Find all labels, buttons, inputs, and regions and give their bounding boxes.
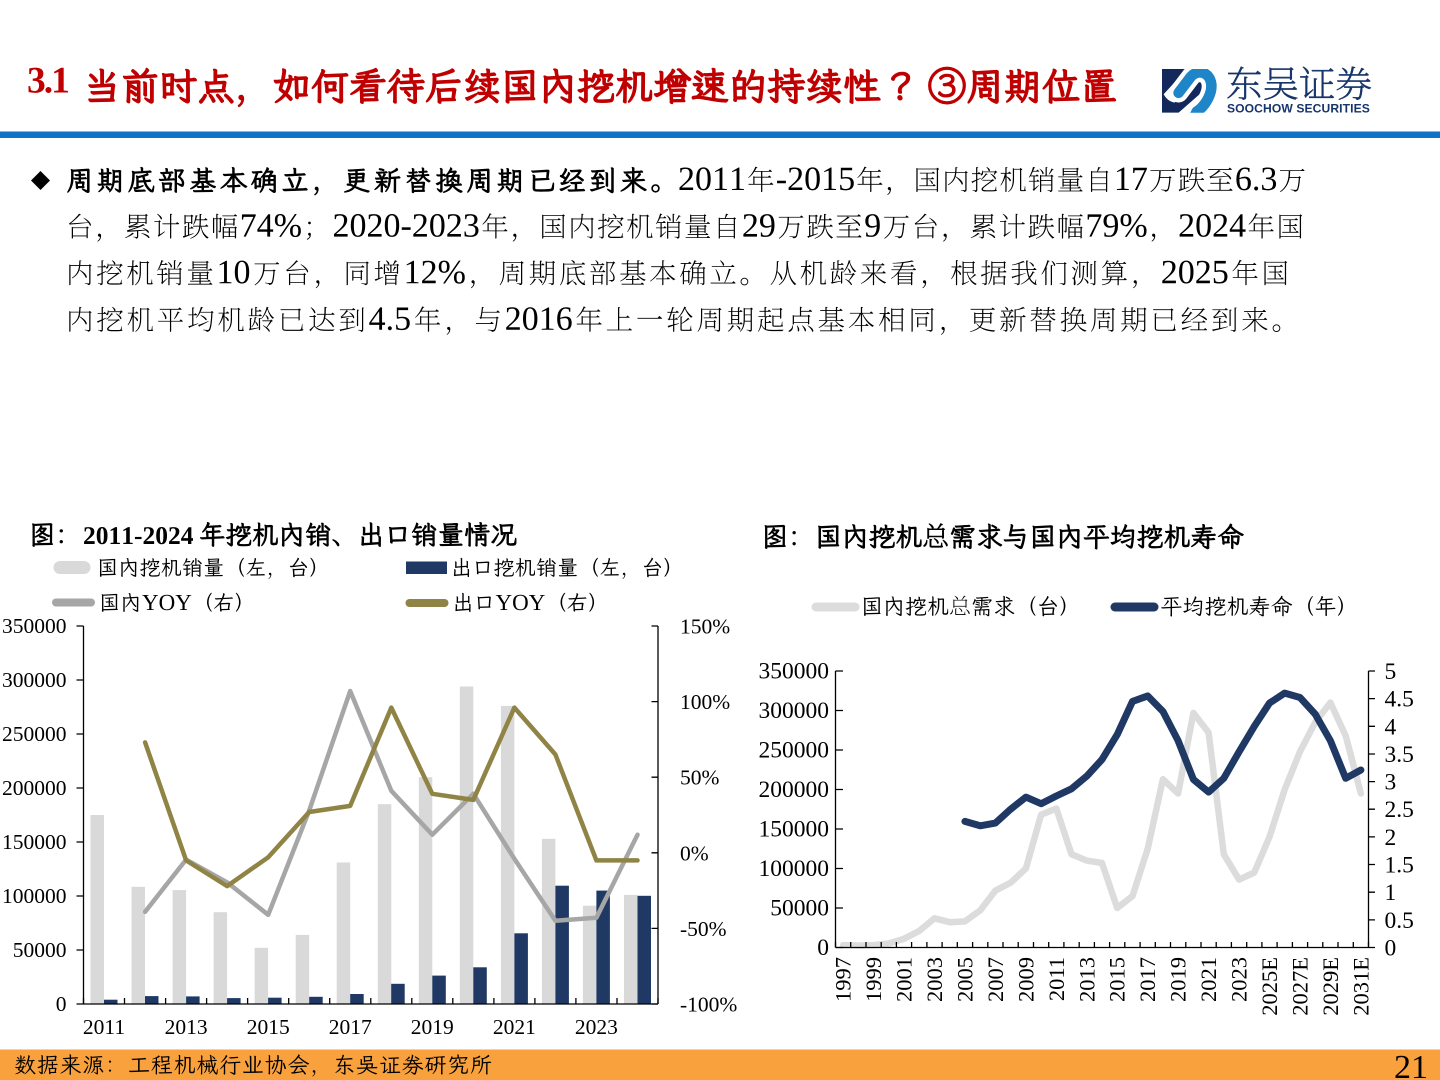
svg-text:350000: 350000	[2, 614, 67, 638]
svg-text:1.5: 1.5	[1385, 853, 1414, 879]
svg-text:250000: 250000	[759, 738, 830, 764]
svg-text:21: 21	[1394, 1049, 1428, 1080]
svg-text:4: 4	[1385, 714, 1397, 740]
svg-text:2017: 2017	[329, 1015, 372, 1039]
svg-text:3: 3	[1385, 770, 1397, 796]
svg-text:3.5: 3.5	[1385, 742, 1414, 768]
svg-text:2015: 2015	[1105, 957, 1130, 1002]
svg-text:1: 1	[1385, 880, 1397, 906]
svg-text:350000: 350000	[759, 659, 830, 685]
svg-text:1999: 1999	[861, 957, 886, 1002]
svg-text:2001: 2001	[892, 957, 917, 1002]
svg-text:2023: 2023	[1227, 957, 1252, 1002]
svg-text:2031E: 2031E	[1348, 957, 1373, 1016]
svg-text:50000: 50000	[13, 938, 67, 962]
svg-text:2021: 2021	[493, 1015, 536, 1039]
svg-text:150000: 150000	[759, 817, 830, 843]
svg-text:50000: 50000	[770, 896, 829, 922]
svg-text:150000: 150000	[2, 830, 67, 854]
svg-text:100%: 100%	[680, 690, 730, 714]
svg-text:5: 5	[1385, 659, 1397, 685]
svg-text:2021: 2021	[1196, 957, 1221, 1002]
svg-text:2.5: 2.5	[1385, 797, 1414, 823]
svg-text:0%: 0%	[680, 841, 709, 865]
svg-text:2011: 2011	[83, 1015, 125, 1039]
svg-text:2013: 2013	[165, 1015, 208, 1039]
svg-text:2029E: 2029E	[1318, 957, 1343, 1016]
svg-text:50%: 50%	[680, 766, 720, 790]
svg-text:250000: 250000	[2, 722, 67, 746]
svg-text:100000: 100000	[2, 884, 67, 908]
svg-text:-50%: -50%	[680, 917, 727, 941]
svg-text:2019: 2019	[1166, 957, 1191, 1002]
svg-text:2015: 2015	[247, 1015, 290, 1039]
svg-text:300000: 300000	[2, 668, 67, 692]
svg-text:1997: 1997	[831, 957, 856, 1002]
svg-text:0: 0	[56, 992, 67, 1016]
svg-text:300000: 300000	[759, 698, 830, 724]
svg-text:0: 0	[817, 935, 829, 961]
svg-text:2023: 2023	[575, 1015, 618, 1039]
svg-text:2: 2	[1385, 825, 1397, 851]
svg-text:2003: 2003	[922, 957, 947, 1002]
svg-text:-100%: -100%	[680, 993, 737, 1017]
svg-text:2009: 2009	[1013, 957, 1038, 1002]
svg-text:2013: 2013	[1074, 957, 1099, 1002]
svg-text:2005: 2005	[952, 957, 977, 1002]
svg-text:0.5: 0.5	[1385, 908, 1414, 934]
svg-text:200000: 200000	[2, 776, 67, 800]
svg-text:0: 0	[1385, 936, 1397, 962]
svg-text:150%: 150%	[680, 615, 730, 639]
svg-text:2019: 2019	[411, 1015, 454, 1039]
svg-text:2011: 2011	[1044, 957, 1069, 1001]
svg-text:200000: 200000	[759, 777, 830, 803]
svg-text:100000: 100000	[759, 856, 830, 882]
svg-text:SOOCHOW SECURITIES: SOOCHOW SECURITIES	[1227, 102, 1370, 116]
svg-text:4.5: 4.5	[1385, 687, 1414, 713]
svg-text:2027E: 2027E	[1288, 957, 1313, 1016]
svg-text:2017: 2017	[1135, 957, 1160, 1002]
svg-text:2007: 2007	[983, 957, 1008, 1002]
svg-text:2025E: 2025E	[1257, 957, 1282, 1016]
